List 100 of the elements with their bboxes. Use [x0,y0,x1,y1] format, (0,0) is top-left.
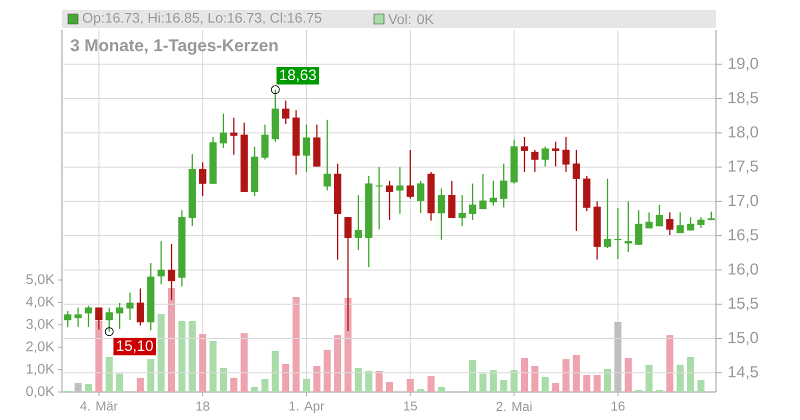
candlestick [376,166,383,230]
bar [624,358,632,392]
candlestick [697,216,705,229]
bar [313,366,320,392]
bar [261,379,268,392]
bar [583,374,590,392]
candlestick [635,210,642,246]
bar [552,383,560,392]
bar [469,360,476,392]
bar [406,379,414,392]
x-tick-label: 15 [404,402,417,411]
bar [490,370,497,392]
candlestick [468,182,476,221]
x-tick-label: 18 [196,402,210,411]
bar [158,314,165,392]
text: 3 Monate, 1-Tages-Kerzen [70,39,278,55]
bar [417,389,424,392]
annotation: 18,63 [280,70,316,82]
candlestick [261,124,269,160]
candlestick [230,117,238,156]
bar [344,298,352,392]
bar [84,384,92,392]
y-tick-label: 17,5 [728,160,758,174]
bar [500,380,508,392]
candlestick [531,149,538,173]
candlestick [354,194,362,251]
bar [520,358,528,392]
candlestick [572,149,580,232]
candlestick [386,180,394,221]
bar [230,378,238,392]
annotation: 15,10 [117,340,153,353]
bar [354,368,362,392]
candlestick [74,307,82,328]
candlestick [438,188,446,240]
y-tick-label: 19,0 [728,58,758,71]
y2-tick-label: 0,0K [26,386,54,398]
candlestick [199,162,206,197]
candlestick [396,166,404,214]
candlestick [417,180,424,214]
bar [220,368,227,392]
y2-tick-label: 5,0K [26,274,54,286]
y-tick-label: 18,0 [728,126,758,140]
bar [282,364,290,392]
candlestick [406,149,414,200]
candlestick [562,136,570,173]
y-tick-label: 16,0 [728,263,758,277]
y-tick-label: 16,5 [728,229,758,242]
bar [386,382,394,392]
bar [510,370,518,392]
candlestick [656,204,664,227]
bar [251,387,258,392]
text: Vol: 0K [388,14,434,24]
candlestick [84,304,92,328]
candlestick [448,180,456,219]
bar [594,374,601,392]
bar [614,322,622,392]
bar [562,359,570,392]
y2-tick-label: 2,0K [26,341,54,353]
bar [687,357,694,392]
bar [136,378,144,392]
candlestick [686,216,694,232]
bar [188,320,196,392]
bar [542,376,549,392]
candlestick [158,240,165,286]
candlestick [676,212,684,234]
x-tick-label: 2. Mai [496,402,532,412]
candlestick [666,212,674,236]
bar [106,357,113,392]
candlestick [614,208,622,260]
candlestick [458,194,466,227]
bar [178,320,186,392]
bar [292,297,300,392]
bar [604,368,612,392]
y2-tick-label: 3,0K [26,319,54,331]
bar [116,374,124,392]
bar [666,335,674,392]
x-tick-label: 16 [612,402,625,411]
y2-tick-label: 4,0K [26,296,54,308]
bar [324,350,331,392]
candlestick [708,211,715,221]
bar [646,364,653,392]
bar [438,387,445,392]
y-tick-label: 14,5 [728,366,758,380]
candlestick [645,212,653,229]
candlestick [116,302,124,330]
bar [676,364,684,392]
bar [479,374,486,392]
candlestick [324,119,331,192]
text: Op:16.73, Hi:16.85, Lo:16.73, Cl:16.75 [82,12,322,26]
bar [240,333,248,392]
candlestick [302,124,310,173]
candlestick [520,136,528,173]
candlestick [64,310,72,328]
bar [210,340,217,392]
y2-tick-label: 1,0K [26,364,54,376]
x-tick-label: 4. Mär [80,402,118,411]
candlestick [136,288,144,326]
candlestick [542,146,549,168]
bar [365,370,372,392]
bar [531,366,538,392]
